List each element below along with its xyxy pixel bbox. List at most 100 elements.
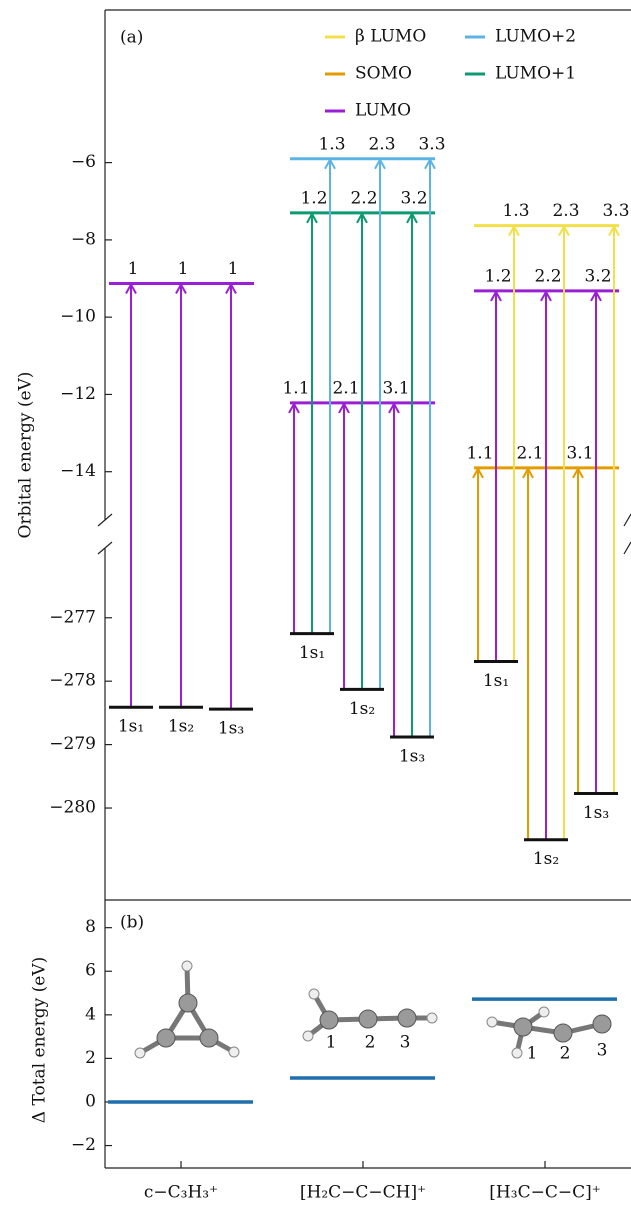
core-label: 1s₃ <box>399 747 425 767</box>
arrow-head <box>522 466 534 479</box>
y-axis-label: Orbital energy (eV) <box>16 372 36 539</box>
hydrogen <box>134 1047 146 1059</box>
core-label: 1s₁ <box>118 717 144 737</box>
y-tick-label: −10 <box>60 307 96 327</box>
orbital-label: 3.3 <box>602 201 629 221</box>
atom-label: 1 <box>326 1033 337 1053</box>
orbital-label: 3.2 <box>400 188 427 208</box>
legend-label: LUMO <box>355 101 411 121</box>
orbital-label: 2.2 <box>534 266 561 286</box>
arrow-head <box>288 401 300 414</box>
x-tick-label: c−C₃H₃⁺ <box>144 1183 218 1203</box>
orbital-label: 3.3 <box>418 134 445 154</box>
arrow-head <box>490 289 502 302</box>
molecule-propargyl <box>302 988 438 1042</box>
hydrogen <box>228 1046 240 1058</box>
molecule-methyl <box>486 1006 612 1059</box>
carbon <box>513 1017 533 1037</box>
hydrogen <box>426 1012 438 1024</box>
arrow-head <box>356 211 368 224</box>
atom-label: 1 <box>527 1044 538 1064</box>
arrow-head <box>472 466 484 479</box>
hydrogen <box>486 1016 498 1028</box>
carbon <box>358 1009 378 1029</box>
atom-label: 2 <box>560 1044 571 1064</box>
legend-label: SOMO <box>355 64 412 84</box>
arrow-head <box>406 211 418 224</box>
core-label: 1s₁ <box>483 671 509 691</box>
arrow-head <box>175 282 187 295</box>
orbital-label: 2.1 <box>516 443 543 463</box>
arrow-head <box>388 401 400 414</box>
x-tick-label: [H₃C−C−C]⁺ <box>489 1183 600 1203</box>
y-tick-label: −278 <box>49 671 96 691</box>
carbon <box>156 1028 176 1048</box>
frame <box>97 9 631 1169</box>
hydrogen <box>181 960 193 972</box>
orbital-label: 3.2 <box>584 266 611 286</box>
orbital-label: 1.1 <box>466 443 493 463</box>
arrow-head <box>125 282 137 295</box>
orbital-label: 2.2 <box>350 188 377 208</box>
y-tick-label: −8 <box>71 229 96 249</box>
legend-label: LUMO+1 <box>495 64 576 84</box>
orbital-label: 1 <box>178 259 189 279</box>
legend-label: LUMO+2 <box>495 27 576 47</box>
core-label: 1s₂ <box>349 699 375 719</box>
carbon <box>397 1008 417 1028</box>
atom-label: 3 <box>597 1041 608 1061</box>
axis-break <box>97 541 113 555</box>
orbital-label: 1.3 <box>318 134 345 154</box>
orbital-label: 1.3 <box>502 201 529 221</box>
core-label: 1s₁ <box>299 643 325 663</box>
y-axis-label: Δ Total energy (eV) <box>30 957 50 1123</box>
x-tick-label: [H₂C−C−CH]⁺ <box>300 1183 426 1203</box>
molecule-structures <box>134 960 612 1059</box>
arrow-head <box>225 282 237 295</box>
core-label: 1s₃ <box>218 719 244 739</box>
y-tick-label: −6 <box>71 152 96 172</box>
arrow-head <box>508 224 520 237</box>
panel-label: (a) <box>120 28 143 48</box>
core-label: 1s₂ <box>533 849 559 869</box>
y-tick-label: −14 <box>60 461 96 481</box>
arrow-head <box>338 401 350 414</box>
carbon <box>553 1023 573 1043</box>
y-tick-label: 6 <box>85 961 96 981</box>
carbon <box>319 1010 339 1030</box>
orbital-label: 1 <box>228 259 239 279</box>
y-tick-label: 0 <box>85 1091 96 1111</box>
orbital-label: 2.1 <box>332 378 359 398</box>
y-tick-label: 8 <box>85 917 96 937</box>
y-tick-label: 4 <box>85 1004 96 1024</box>
atom-label: 2 <box>365 1033 376 1053</box>
arrow-head <box>374 157 386 170</box>
carbon <box>199 1028 219 1048</box>
arrow-head <box>608 224 620 237</box>
arrow-head <box>558 224 570 237</box>
legend-label: β LUMO <box>355 27 426 47</box>
core-label: 1s₃ <box>583 803 609 823</box>
orbital-label: 3.1 <box>566 443 593 463</box>
orbital-label: 3.1 <box>382 378 409 398</box>
hydrogen <box>302 1030 314 1042</box>
molecule-cyclic <box>134 960 240 1059</box>
atom-label: 3 <box>400 1033 411 1053</box>
orbital-label: 2.3 <box>552 201 579 221</box>
arrow-head <box>540 289 552 302</box>
arrow-head <box>324 157 336 170</box>
orbital-label: 1 <box>128 259 139 279</box>
hydrogen <box>511 1047 523 1059</box>
arrow-head <box>590 289 602 302</box>
orbital-label: 1.2 <box>300 188 327 208</box>
y-tick-label: −2 <box>71 1135 96 1155</box>
y-tick-label: −277 <box>49 607 96 627</box>
y-tick-label: −280 <box>49 798 96 818</box>
hydrogen <box>308 988 320 1000</box>
hydrogen <box>538 1006 550 1018</box>
y-tick-label: 2 <box>85 1048 96 1068</box>
orbital-label: 1.2 <box>484 266 511 286</box>
arrow-head <box>572 466 584 479</box>
core-label: 1s₂ <box>168 717 194 737</box>
